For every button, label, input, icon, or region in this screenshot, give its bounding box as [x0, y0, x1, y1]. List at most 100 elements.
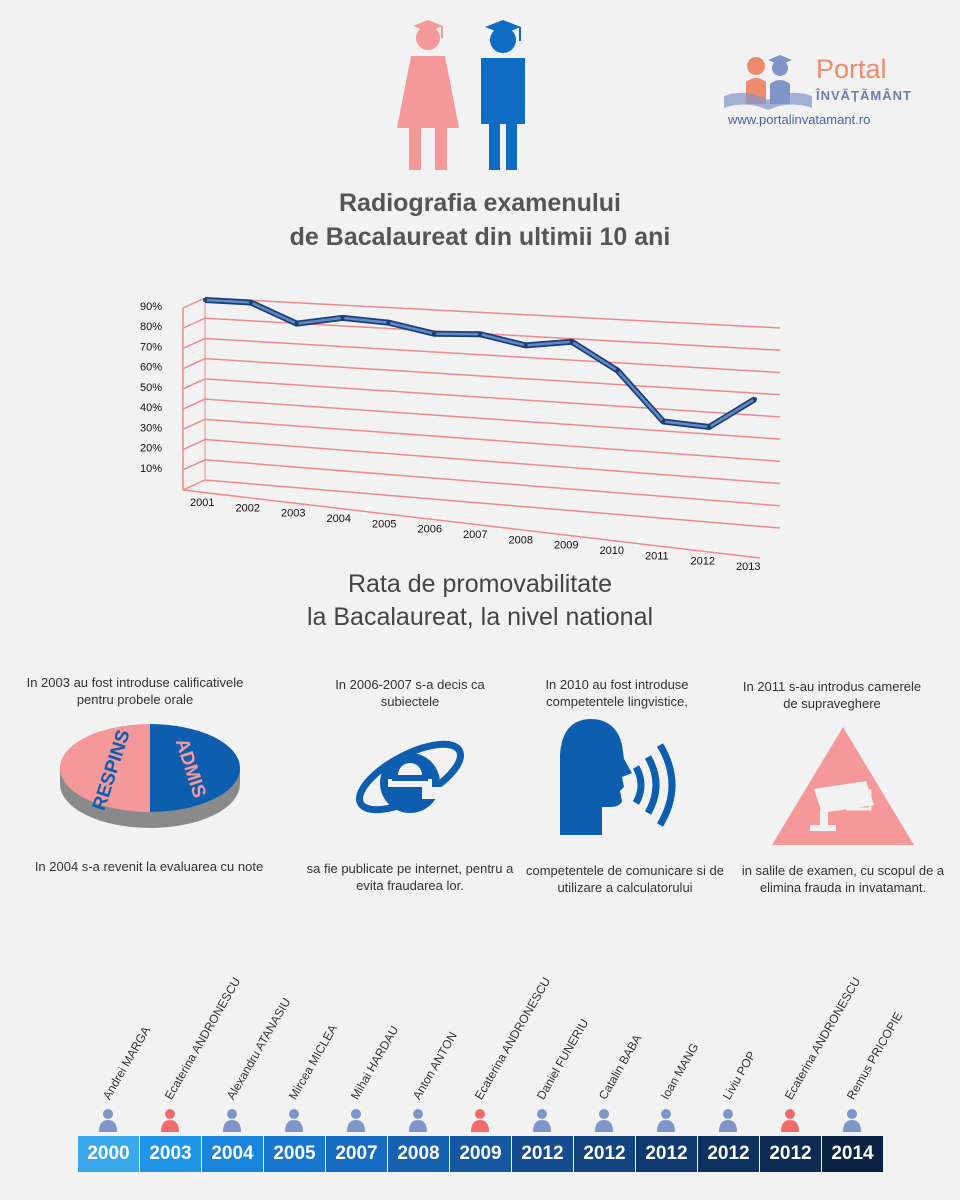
- timeline-year-4: 2007: [326, 1136, 387, 1172]
- timeline-year-11: 2012: [760, 1136, 821, 1172]
- y-tick-label: 80%: [140, 321, 162, 333]
- y-tick-label: 70%: [140, 341, 162, 353]
- x-tick-label: 2001: [190, 497, 214, 509]
- data-point: [248, 300, 253, 305]
- event-2006-text: In 2006-2007 s-a decis ca subiectele: [335, 677, 485, 709]
- grid-side: [182, 459, 206, 471]
- minister-name: Mircea MICLEA: [285, 1022, 341, 1102]
- male-person-icon: [347, 1109, 365, 1132]
- chart-subtitle: Rata de promovabilitate la Bacalaureat, …: [0, 568, 960, 634]
- logo-word: Portal: [816, 54, 887, 84]
- timeline-year-7: 2012: [512, 1136, 573, 1172]
- data-point: [294, 321, 299, 326]
- grid-side: [182, 357, 206, 370]
- ministers-timeline: 2000 Andrei MARGA 2003 Ecaterina ANDRONESCU…: [0, 900, 960, 1200]
- surveillance-camera-icon: [772, 727, 914, 845]
- male-person-icon: [657, 1109, 675, 1132]
- male-person-icon: [533, 1109, 551, 1132]
- grid-side: [182, 398, 206, 410]
- female-person-icon: [781, 1109, 799, 1132]
- data-point: [707, 424, 712, 429]
- timeline-year-8: 2012: [574, 1136, 635, 1172]
- data-point: [523, 343, 528, 348]
- x-tick-label: 2003: [281, 508, 305, 520]
- y-tick-label: 60%: [140, 362, 162, 374]
- event-2006-bottom-text: sa fie publicate pe internet, pentru a e…: [306, 861, 514, 893]
- x-tick-label: 2002: [236, 502, 260, 514]
- male-person-icon: [719, 1109, 737, 1132]
- timeline-year-3: 2005: [264, 1136, 325, 1172]
- gridline: [204, 398, 781, 440]
- timeline-year-5: 2008: [388, 1136, 449, 1172]
- x-tick-label: 2011: [645, 550, 669, 562]
- male-person-icon: [285, 1109, 303, 1132]
- grid-side: [182, 297, 206, 309]
- grid-side: [182, 438, 206, 451]
- y-tick-label: 20%: [140, 443, 162, 455]
- x-tick-label: 2008: [509, 534, 533, 546]
- pass-rate-chart: 10% 20% 30% 40% 50% 60% 70% 80% 90% 2001 2002 2003 2…: [140, 297, 781, 573]
- data-point: [753, 397, 757, 402]
- subtitle-line-1: Rata de promovabilitate: [347, 570, 613, 598]
- logo-mark-icon: [724, 55, 812, 110]
- gridline: [204, 297, 781, 329]
- minister-name: Alexandru ATANASIU: [223, 995, 294, 1102]
- speaking-head-icon: [560, 719, 676, 835]
- timeline-year-10: 2012: [698, 1136, 759, 1172]
- data-point: [386, 320, 391, 325]
- timeline-year-2: 2004: [202, 1136, 263, 1172]
- y-tick-label: 30%: [140, 422, 162, 434]
- gridline: [204, 378, 781, 418]
- event-2011-bottom-text: in salile de examen, cu scopul de a elim…: [741, 863, 945, 895]
- minister-name: Daniel FUNERIU: [533, 1016, 592, 1102]
- male-person-icon: [223, 1109, 241, 1132]
- y-tick-label: 90%: [140, 301, 162, 313]
- data-point: [203, 298, 207, 303]
- floor-front: [182, 489, 761, 559]
- event-2010-bottom-text: competentele de comunicare si de utiliza…: [525, 863, 724, 895]
- timeline-year-1: 2003: [140, 1136, 201, 1172]
- male-person-icon: [99, 1109, 117, 1132]
- timeline-year-12: 2014: [822, 1136, 883, 1172]
- minister-name: Mihai HARDAU: [347, 1023, 402, 1102]
- data-point: [661, 419, 666, 424]
- data-point: [615, 368, 620, 373]
- x-tick-label: 2010: [600, 545, 624, 557]
- grid-side: [182, 317, 206, 329]
- gridline: [204, 438, 781, 485]
- page-title: Radiografia examenului de Bacalaureat di…: [0, 186, 960, 254]
- gridline: [204, 418, 781, 463]
- gridline: [204, 479, 781, 529]
- minister-name: Remus PRICOPIE: [843, 1009, 906, 1102]
- logo-url[interactable]: www.portalinvatamant.ro: [728, 112, 871, 127]
- data-point: [478, 332, 482, 337]
- timeline-year-6: 2009: [450, 1136, 511, 1172]
- x-tick-label: 2012: [691, 556, 715, 568]
- female-person-icon: [161, 1109, 179, 1132]
- grid-side: [182, 378, 206, 390]
- data-point: [340, 315, 345, 320]
- minister-name: Andrei MARGA: [99, 1023, 154, 1102]
- x-tick-label: 2009: [554, 540, 578, 552]
- x-tick-label: 2013: [736, 561, 760, 573]
- y-tick-label: 50%: [140, 382, 162, 394]
- grid-side: [182, 337, 206, 350]
- title-line-1: Radiografia examenului: [338, 189, 622, 217]
- timeline-year-9: 2012: [636, 1136, 697, 1172]
- data-point: [569, 339, 574, 344]
- title-line-2: de Bacalaureat din ultimii 10 ani: [289, 223, 671, 251]
- event-2010-text: In 2010 au fost introduse competentele l…: [545, 677, 689, 709]
- minister-name: Catalin BABA: [595, 1032, 645, 1102]
- male-person-icon: [843, 1109, 861, 1132]
- female-person-icon: [471, 1109, 489, 1132]
- minister-name: Ioan MANG: [657, 1040, 702, 1102]
- gridline: [204, 459, 781, 507]
- x-tick-label: 2006: [418, 524, 442, 536]
- event-2004-text: In 2004 s-a revenit la evaluarea cu note: [34, 859, 264, 874]
- admis-respins-pie-icon: RESPINS ADMIS: [60, 724, 240, 828]
- male-person-icon: [409, 1109, 427, 1132]
- event-2011-text: In 2011 s-au introdus camerele de suprav…: [742, 679, 922, 711]
- portal-logo: Portal ÎNVĂȚĂMÂNT www.portalinvatamant.r…: [722, 50, 942, 135]
- minister-name: Liviu POP: [719, 1048, 759, 1102]
- subtitle-line-2: la Bacalaureat, la nivel national: [306, 603, 654, 631]
